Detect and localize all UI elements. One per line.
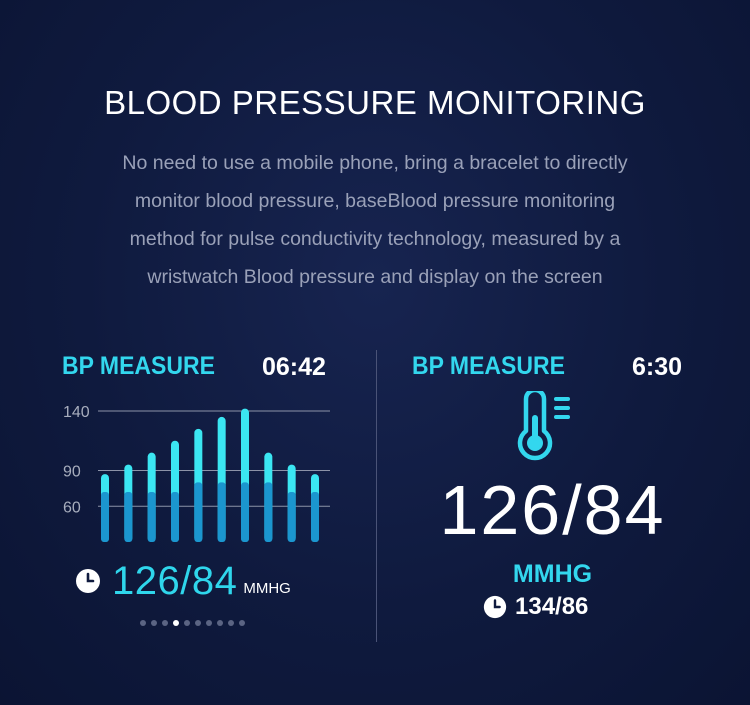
right-bp-unit: MMHG <box>512 560 593 588</box>
page-dot[interactable] <box>228 620 234 626</box>
right-last-reading-row: 134/86 <box>482 590 588 624</box>
left-panel-time: 06:42 <box>262 353 326 381</box>
page-dot[interactable] <box>162 620 168 626</box>
page-dot[interactable] <box>206 620 212 626</box>
left-bp-unit: MMHG <box>243 579 291 597</box>
description: No need to use a mobile phone, bring a b… <box>75 144 675 296</box>
bar-diastolic <box>287 491 296 542</box>
page-dot[interactable] <box>140 620 146 626</box>
bar-diastolic <box>147 491 156 542</box>
bp-bar-chart: 140 90 60 <box>63 404 330 542</box>
clock-icon <box>74 567 102 595</box>
left-panel-label: BP MEASURE <box>62 352 215 380</box>
description-line: wristwatch Blood pressure and display on… <box>147 266 603 288</box>
right-bp-reading: 126/84 <box>439 471 666 549</box>
page-title: BLOOD PRESSURE MONITORING <box>104 84 646 121</box>
page-dot[interactable] <box>151 620 157 626</box>
page-dot[interactable] <box>184 620 190 626</box>
page-dot[interactable] <box>195 620 201 626</box>
left-bp-reading: 126/84 <box>112 558 238 603</box>
bar-diastolic <box>124 491 133 542</box>
y-tick-label: 60 <box>63 499 81 516</box>
bar-diastolic <box>264 482 273 542</box>
right-panel-time: 6:30 <box>632 353 683 381</box>
description-line: monitor blood pressure, baseBlood pressu… <box>134 190 616 212</box>
bar-diastolic <box>311 491 319 542</box>
thermometer-icon <box>513 387 589 466</box>
last-bp-reading: 134/86 <box>515 593 589 620</box>
description-line: method for pulse conductivity technology… <box>129 228 621 250</box>
y-tick-label: 90 <box>63 464 81 481</box>
page-dot[interactable] <box>217 620 223 626</box>
y-tick-label: 140 <box>63 404 90 421</box>
page-indicator[interactable] <box>140 620 245 626</box>
bar-diastolic <box>171 491 179 542</box>
page-dot[interactable] <box>173 620 179 626</box>
bar-diastolic <box>194 482 203 542</box>
bar-diastolic <box>241 482 249 542</box>
right-panel-label: BP MEASURE <box>412 352 565 380</box>
panel-divider <box>376 350 377 642</box>
bar-diastolic <box>101 491 109 542</box>
page-dot[interactable] <box>239 620 245 626</box>
bar-diastolic <box>217 482 226 542</box>
clock-icon <box>482 594 508 620</box>
left-reading-row: 126/84 MMHG <box>74 556 291 606</box>
description-line: No need to use a mobile phone, bring a b… <box>122 152 628 174</box>
